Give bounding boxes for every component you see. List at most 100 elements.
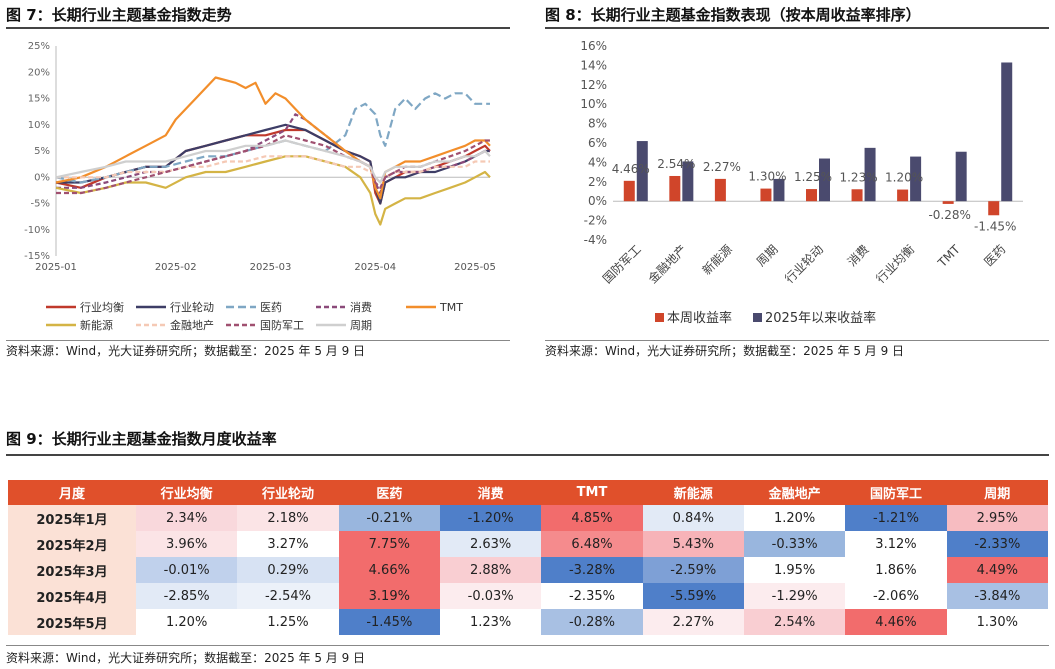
return-cell: 1.86% <box>845 557 947 583</box>
y-tick-label: -4% <box>584 233 607 247</box>
ytd-return-bar <box>955 151 967 202</box>
return-cell: -2.85% <box>136 583 238 609</box>
return-cell: 3.96% <box>136 531 238 557</box>
return-cell: -5.59% <box>642 583 744 609</box>
y-tick-label: 15% <box>28 94 50 105</box>
x-tick-label: 2025-02 <box>155 262 197 273</box>
y-tick-label: 10% <box>28 120 50 131</box>
legend-label: 国防军工 <box>260 318 304 332</box>
series-line-2 <box>55 92 490 184</box>
weekly-return-bar <box>623 180 635 202</box>
legend-label: 2025年以来收益率 <box>765 310 876 326</box>
y-tick-label: 25% <box>28 41 50 52</box>
month-cell: 2025年4月 <box>8 583 136 609</box>
x-tick-label: 消费 <box>845 242 872 269</box>
fig7-top-rule <box>6 27 510 29</box>
return-cell: 3.19% <box>338 583 440 609</box>
return-cell: 1.95% <box>743 557 846 583</box>
month-cell: 2025年5月 <box>8 609 136 635</box>
return-cell: -3.28% <box>541 557 643 583</box>
line-chart: -15% -10% -5% 0% 5% 10% 15% 20% 25% 2025-01 2025-0… <box>24 41 496 332</box>
return-cell: 5.43% <box>642 531 744 557</box>
ytd-return-bar <box>910 156 922 202</box>
weekly-return-bar <box>988 201 1000 216</box>
x-tick-label: 周期 <box>754 242 781 269</box>
fig9-top-rule <box>6 454 1049 456</box>
return-cell: 2.54% <box>743 609 846 635</box>
return-cell: -2.35% <box>541 583 643 609</box>
return-cell: -1.45% <box>338 609 440 635</box>
return-cell: 0.29% <box>237 557 339 583</box>
bar-data-label: 1.30% <box>748 170 786 184</box>
x-tick-label: TMT <box>934 242 963 271</box>
y-tick-label: 5% <box>34 146 50 157</box>
monthly-return-table: 月度 行业均衡 行业轮动 医药 消费 TMT 新能源 金融地产 国防军工 周期 2025年1月 2.… <box>8 480 1048 635</box>
bar-data-label: -1.45% <box>974 219 1016 233</box>
return-cell: -1.20% <box>439 505 542 531</box>
return-cell: 0.84% <box>642 505 744 531</box>
return-cell: 2.88% <box>439 557 542 583</box>
series-line-7 <box>56 134 490 195</box>
x-tick-label: 2025-01 <box>35 262 77 273</box>
month-cell: 2025年3月 <box>8 557 136 583</box>
month-cell: 2025年1月 <box>8 505 136 531</box>
fig8-source: 资料来源：Wind，光大证券研究所；数据截至：2025 年 5 月 9 日 <box>545 344 905 358</box>
y-tick-label: 4% <box>588 155 607 169</box>
x-tick-label: 2025-03 <box>250 262 292 273</box>
x-tick-label: 国防军工 <box>599 242 644 287</box>
return-cell: -0.33% <box>743 531 846 557</box>
return-cell: -2.59% <box>642 557 744 583</box>
fig7-source: 资料来源：Wind，光大证券研究所；数据截至：2025 年 5 月 9 日 <box>6 344 366 358</box>
table-header-row: 月度 行业均衡 行业轮动 医药 消费 TMT 新能源 金融地产 国防军工 周期 <box>8 480 1048 505</box>
y-tick-label: -2% <box>584 214 607 228</box>
ytd-return-bar <box>1001 62 1013 202</box>
return-cell: -0.28% <box>541 609 643 635</box>
fig8-bottom-rule <box>545 340 1049 341</box>
legend-label: 金融地产 <box>170 318 214 332</box>
x-tick-label: 2025-04 <box>354 262 396 273</box>
ytd-return-bar <box>773 178 785 202</box>
column-header: TMT <box>541 480 643 505</box>
return-cell: 2.63% <box>439 531 542 557</box>
weekly-return-bar <box>851 189 863 202</box>
return-cell: 1.20% <box>136 609 238 635</box>
return-cell: -2.06% <box>845 583 947 609</box>
legend-label: 消费 <box>350 300 372 314</box>
column-header: 月度 <box>8 480 136 505</box>
return-cell: 4.49% <box>946 557 1048 583</box>
legend-swatch <box>655 313 664 322</box>
bar-data-label: -0.28% <box>928 208 970 222</box>
ytd-return-bar <box>864 147 876 202</box>
x-tick-label: 行业均衡 <box>873 242 917 286</box>
column-header: 医药 <box>338 480 440 505</box>
y-tick-label: 16% <box>580 39 607 53</box>
fig8-top-rule <box>545 27 1049 29</box>
weekly-return-bar <box>942 201 954 204</box>
column-header: 行业轮动 <box>237 480 339 505</box>
x-tick-label: 金融地产 <box>645 242 690 287</box>
return-cell: 1.20% <box>743 505 846 531</box>
y-tick-label: -10% <box>24 225 50 236</box>
return-cell: 3.27% <box>237 531 339 557</box>
bar-chart: -4% -2% 0% 2% 4% 6% 8% 10% 12% 14% 16% 4.46% 国防军工 2.5… <box>580 39 1023 326</box>
y-tick-label: 14% <box>580 58 607 72</box>
fig9-source: 资料来源：Wind，光大证券研究所；数据截至：2025 年 5 月 9 日 <box>6 651 366 665</box>
fig9-title: 图 9：长期行业主题基金指数月度收益率 <box>6 430 277 448</box>
return-cell: 4.85% <box>541 505 643 531</box>
ytd-return-bar <box>636 141 648 202</box>
return-cell: 2.95% <box>946 505 1048 531</box>
table-row: 2025年2月 3.96% 3.27% 7.75% 2.63% 6.48% 5.43% -0.… <box>8 531 1048 557</box>
return-cell: 7.75% <box>338 531 440 557</box>
column-header: 行业均衡 <box>136 480 238 505</box>
weekly-return-bar <box>806 189 817 202</box>
fig7-bottom-rule <box>6 340 510 341</box>
return-cell: 3.12% <box>845 531 947 557</box>
x-tick-label: 行业轮动 <box>782 242 826 286</box>
fig9-bottom-rule <box>6 645 1049 646</box>
x-tick-label: 新能源 <box>699 242 735 278</box>
y-tick-label: 0% <box>34 172 50 183</box>
return-cell: 4.46% <box>845 609 947 635</box>
legend-label: 行业轮动 <box>170 300 214 314</box>
x-tick-label: 医药 <box>981 242 1008 269</box>
column-header: 周期 <box>946 480 1048 505</box>
